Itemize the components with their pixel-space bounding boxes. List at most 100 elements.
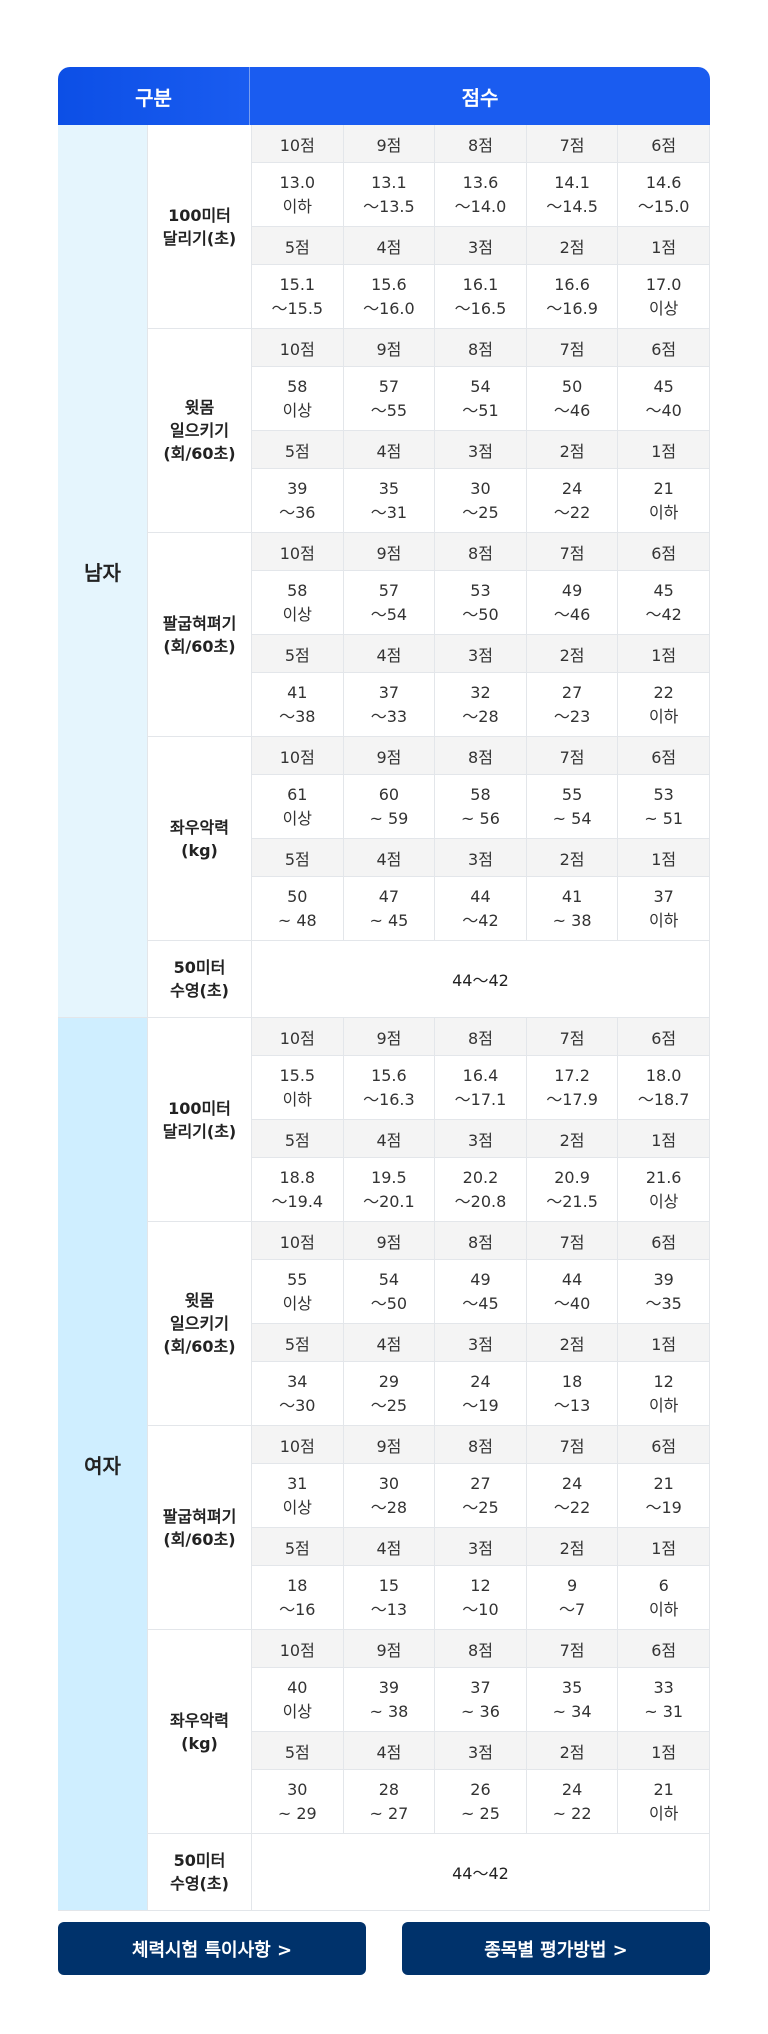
score-range-cell: 57 ～54 (344, 571, 436, 634)
score-label-cell: 1점 (651, 441, 677, 461)
score-label-cell: 5점 (252, 1528, 344, 1565)
header-score: 점수 (250, 67, 710, 125)
gender-events: 100미터 달리기(초) 10점 9점 8점 7점 6점 15.5 이하 15.6 ～16.3… (147, 1018, 710, 1910)
score-label-cell: 5점 (252, 431, 344, 468)
score-range-cell: 30 ～25 (435, 469, 527, 532)
score-range-cell: 37 ～33 (344, 673, 436, 736)
score-label-row: 10점 9점 8점 7점 6점 (252, 1630, 709, 1668)
gender-section-male: 남자 100미터 달리기(초) 10점 9점 8점 7점 6점 13.0 이하 13.1 ～13… (58, 125, 710, 1018)
score-range-cell: 39 ~ 38 (344, 1668, 436, 1731)
score-label-cell: 2점 (527, 839, 619, 876)
special-notes-button[interactable]: 체력시험 특이사항 > (58, 1922, 366, 1975)
score-range-cell: 41 ～38 (252, 673, 344, 736)
score-range-cell: 44 ～42 (435, 877, 527, 940)
score-range-cell: 61 이상 (252, 775, 344, 838)
score-range-cell: 40 이상 (252, 1668, 344, 1731)
score-label-cell: 5점 (252, 1120, 344, 1157)
score-range-cell: 13.0 이하 (252, 163, 344, 226)
score-label-cell: 8점 (435, 533, 527, 570)
evaluation-method-button[interactable]: 종목별 평가방법 > (402, 1922, 710, 1975)
score-grid: 10점 9점 8점 7점 6점 58 이상 57 ～54 53 ～50 49 ～46 45 ～42… (252, 533, 710, 736)
score-label-cell: 10점 (252, 1222, 344, 1259)
score-range-cell: 60 ~ 59 (344, 775, 436, 838)
score-label-cell: 4점 (344, 1324, 436, 1361)
score-range-cell: 34 ～30 (252, 1362, 344, 1425)
score-range-cell: 22 이하 (648, 682, 679, 726)
event-name: 50미터 수영(초) (147, 1834, 252, 1910)
event-block: 100미터 달리기(초) 10점 9점 8점 7점 6점 15.5 이하 15.6 ～16.3… (147, 1018, 710, 1222)
score-label-row: 5점 4점 3점 2점 1점 (252, 1732, 709, 1770)
score-range-cell: 37 이하 (648, 886, 679, 930)
score-label-cell: 3점 (435, 227, 527, 264)
score-label-cell: 9점 (344, 1018, 436, 1055)
score-label-cell: 6점 (651, 135, 677, 155)
score-label-cell: 9점 (344, 1426, 436, 1463)
score-label-cell: 1점 (651, 645, 677, 665)
fitness-score-table: 구분 점수 남자 100미터 달리기(초) 10점 9점 8점 7점 6점 13.0 이하 13… (58, 67, 710, 1911)
score-label-cell: 1점 (651, 1538, 677, 1558)
score-label-cell: 5점 (252, 635, 344, 672)
score-label-cell: 6점 (651, 543, 677, 563)
score-range-cell: 50 ~ 48 (252, 877, 344, 940)
score-range-cell: 12 이하 (648, 1371, 679, 1415)
score-range-cell: 16.4 ～17.1 (435, 1056, 527, 1119)
score-label-row: 10점 9점 8점 7점 6점 (252, 1426, 709, 1464)
score-label-cell: 8점 (435, 125, 527, 162)
score-label-cell: 2점 (527, 1732, 619, 1769)
score-grid: 10점 9점 8점 7점 6점 31 이상 30 ～28 27 ～25 24 ～22 21 ～19… (252, 1426, 710, 1629)
score-range-cell: 39 ～35 (645, 1269, 682, 1313)
score-label-cell: 10점 (252, 737, 344, 774)
score-label-cell: 10점 (252, 125, 344, 162)
event-name: 100미터 달리기(초) (147, 1018, 252, 1221)
score-label-cell: 7점 (527, 533, 619, 570)
score-range-cell: 6 이하 (648, 1575, 679, 1619)
score-range-cell: 13.6 ～14.0 (435, 163, 527, 226)
score-range-cell: 54 ～50 (344, 1260, 436, 1323)
score-label-cell: 2점 (527, 1324, 619, 1361)
score-label-row: 5점 4점 3점 2점 1점 (252, 1324, 709, 1362)
score-range-row: 61 이상 60 ~ 59 58 ~ 56 55 ~ 54 53 ~ 51 (252, 775, 709, 839)
score-label-row: 10점 9점 8점 7점 6점 (252, 1018, 709, 1056)
score-range-cell: 53 ~ 51 (644, 784, 684, 828)
score-range-row: 34 ～30 29 ～25 24 ～19 18 ～13 12 이하 (252, 1362, 709, 1425)
score-label-cell: 7점 (527, 1426, 619, 1463)
event-name: 50미터 수영(초) (147, 941, 252, 1017)
score-range-cell: 47 ~ 45 (344, 877, 436, 940)
event-block: 윗몸 일으키기 (회/60초) 10점 9점 8점 7점 6점 55 이상 54 ～50 49 … (147, 1222, 710, 1426)
score-range-cell: 18 ～16 (252, 1566, 344, 1629)
score-label-cell: 3점 (435, 1120, 527, 1157)
score-range-cell: 14.1 ～14.5 (527, 163, 619, 226)
score-label-cell: 1점 (651, 237, 677, 257)
score-label-cell: 10점 (252, 1426, 344, 1463)
event-block: 좌우악력 (kg) 10점 9점 8점 7점 6점 61 이상 60 ~ 59 58 ~ 56 5… (147, 737, 710, 941)
score-range-row: 15.5 이하 15.6 ～16.3 16.4 ～17.1 17.2 ～17.9 18.… (252, 1056, 709, 1120)
score-label-cell: 6점 (651, 1028, 677, 1048)
score-range-cell: 57 ～55 (344, 367, 436, 430)
score-label-cell: 7점 (527, 737, 619, 774)
score-range-cell: 29 ～25 (344, 1362, 436, 1425)
score-label-cell: 7점 (527, 125, 619, 162)
score-label-cell: 8점 (435, 1018, 527, 1055)
score-range-cell: 24 ～19 (435, 1362, 527, 1425)
score-range-cell: 20.9 ～21.5 (527, 1158, 619, 1221)
score-range-row: 41 ～38 37 ～33 32 ～28 27 ～23 22 이하 (252, 673, 709, 736)
event-block: 100미터 달리기(초) 10점 9점 8점 7점 6점 13.0 이하 13.1 ～13.5… (147, 125, 710, 329)
event-name: 윗몸 일으키기 (회/60초) (147, 329, 252, 532)
score-grid: 10점 9점 8점 7점 6점 55 이상 54 ～50 49 ～45 44 ～40 39 ～35… (252, 1222, 710, 1425)
score-label-cell: 6점 (651, 1436, 677, 1456)
score-range-cell: 26 ~ 25 (435, 1770, 527, 1833)
score-range-cell: 27 ～25 (435, 1464, 527, 1527)
score-range-cell: 15.1 ～15.5 (252, 265, 344, 328)
score-range-cell: 24 ~ 22 (527, 1770, 619, 1833)
score-range-row: 15.1 ～15.5 15.6 ～16.0 16.1 ～16.5 16.6 ～16.9… (252, 265, 709, 328)
score-range-cell: 32 ～28 (435, 673, 527, 736)
score-range-cell: 50 ～46 (527, 367, 619, 430)
score-label-cell: 4점 (344, 431, 436, 468)
button-bar: 체력시험 특이사항 > 종목별 평가방법 > (58, 1922, 710, 1975)
score-range-cell: 18.0 ～18.7 (637, 1065, 690, 1109)
event-block: 윗몸 일으키기 (회/60초) 10점 9점 8점 7점 6점 58 이상 57 ～55 54 … (147, 329, 710, 533)
score-range-cell: 15.6 ～16.3 (344, 1056, 436, 1119)
event-block: 좌우악력 (kg) 10점 9점 8점 7점 6점 40 이상 39 ~ 38 37 ~ 36 3… (147, 1630, 710, 1834)
score-range-cell: 21 ～19 (645, 1473, 682, 1517)
score-label-cell: 2점 (527, 1528, 619, 1565)
